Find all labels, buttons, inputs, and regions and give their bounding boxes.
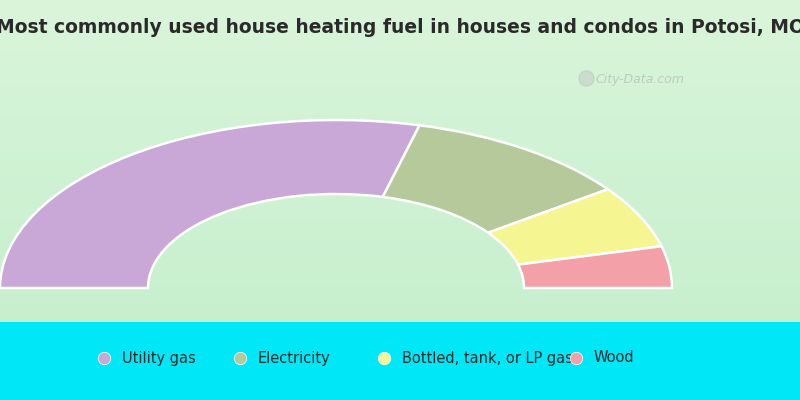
Wedge shape: [0, 120, 419, 288]
Text: Bottled, tank, or LP gas: Bottled, tank, or LP gas: [402, 350, 573, 366]
Text: Electricity: Electricity: [258, 350, 330, 366]
Wedge shape: [488, 189, 662, 265]
Wedge shape: [518, 246, 672, 288]
Text: Most commonly used house heating fuel in houses and condos in Potosi, MO: Most commonly used house heating fuel in…: [0, 18, 800, 37]
Text: Wood: Wood: [594, 350, 634, 366]
Wedge shape: [382, 125, 608, 233]
Text: City-Data.com: City-Data.com: [595, 74, 685, 86]
Text: Utility gas: Utility gas: [122, 350, 195, 366]
